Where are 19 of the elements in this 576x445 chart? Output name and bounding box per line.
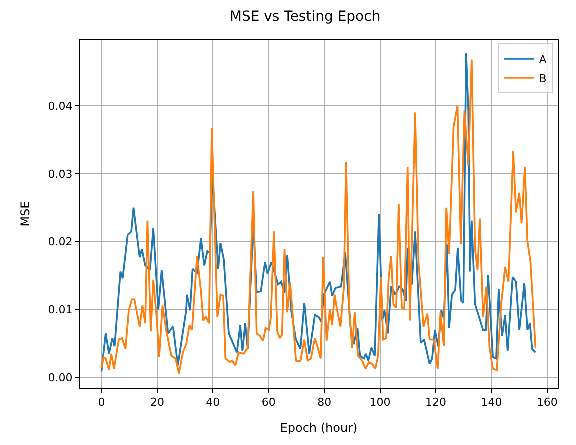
x-tick-label: 40	[206, 396, 220, 410]
x-tick-label: 0	[98, 396, 106, 410]
x-tick-label: 100	[370, 396, 391, 410]
y-tick-label: 0.02	[48, 236, 73, 249]
chart-title: MSE vs Testing Epoch	[230, 8, 381, 25]
y-axis-title: MSE	[18, 201, 33, 227]
x-tick-label: 160	[536, 396, 558, 410]
x-tick-label: 120	[425, 396, 446, 410]
x-tick-label: 140	[481, 396, 502, 410]
y-tick-label: 0.01	[48, 304, 73, 317]
x-tick-label: 80	[318, 396, 332, 410]
legend-label: B	[539, 72, 547, 86]
y-tick-label: 0.00	[48, 372, 73, 385]
x-tick-label: 60	[262, 396, 276, 410]
legend-label: A	[539, 53, 548, 66]
y-tick-label: 0.04	[48, 100, 73, 113]
x-tick-label: 20	[150, 396, 164, 410]
x-axis-title: Epoch (hour)	[280, 421, 358, 436]
y-tick-label: 0.03	[48, 168, 73, 181]
